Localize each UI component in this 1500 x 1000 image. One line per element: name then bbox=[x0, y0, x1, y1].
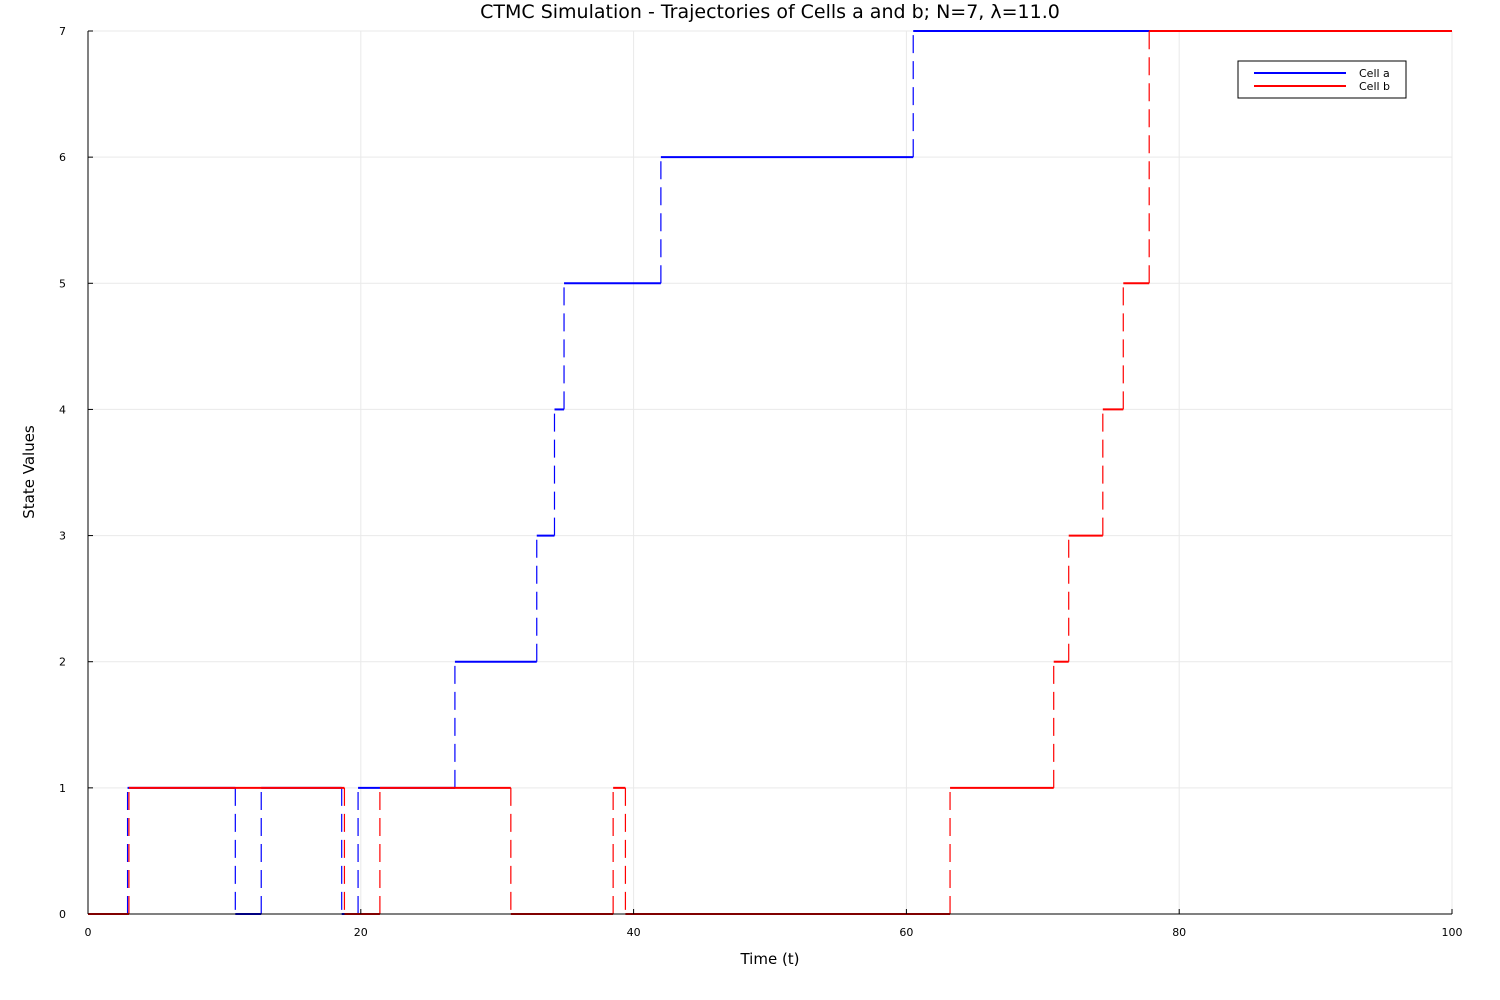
y-tick-label: 5 bbox=[59, 277, 66, 290]
y-tick-label: 3 bbox=[59, 530, 66, 543]
legend-label-cell-b: Cell b bbox=[1359, 80, 1390, 93]
axes bbox=[87, 30, 1453, 915]
x-axis-label: Time (t) bbox=[739, 950, 799, 968]
legend-label-cell-a: Cell a bbox=[1359, 67, 1390, 80]
x-tick-label: 40 bbox=[627, 926, 641, 939]
x-tick-label: 20 bbox=[354, 926, 368, 939]
tick-labels: 0 20 40 60 80 100 0 1 2 3 4 5 6 7 bbox=[59, 25, 1463, 939]
y-tick-label: 7 bbox=[59, 25, 66, 38]
x-tick-label: 60 bbox=[899, 926, 913, 939]
chart-title: CTMC Simulation - Trajectories of Cells … bbox=[480, 1, 1060, 23]
y-tick-label: 1 bbox=[59, 782, 66, 795]
x-tick-label: 80 bbox=[1172, 926, 1186, 939]
y-tick-label: 2 bbox=[59, 656, 66, 669]
y-tick-label: 6 bbox=[59, 151, 66, 164]
x-tick-label: 100 bbox=[1442, 926, 1463, 939]
y-tick-label: 0 bbox=[59, 908, 66, 921]
y-tick-label: 4 bbox=[59, 403, 66, 416]
legend-box bbox=[1237, 60, 1407, 99]
x-tick-label: 0 bbox=[85, 926, 92, 939]
y-axis-label: State Values bbox=[20, 425, 38, 519]
legend: Cell a Cell b bbox=[1237, 60, 1407, 99]
